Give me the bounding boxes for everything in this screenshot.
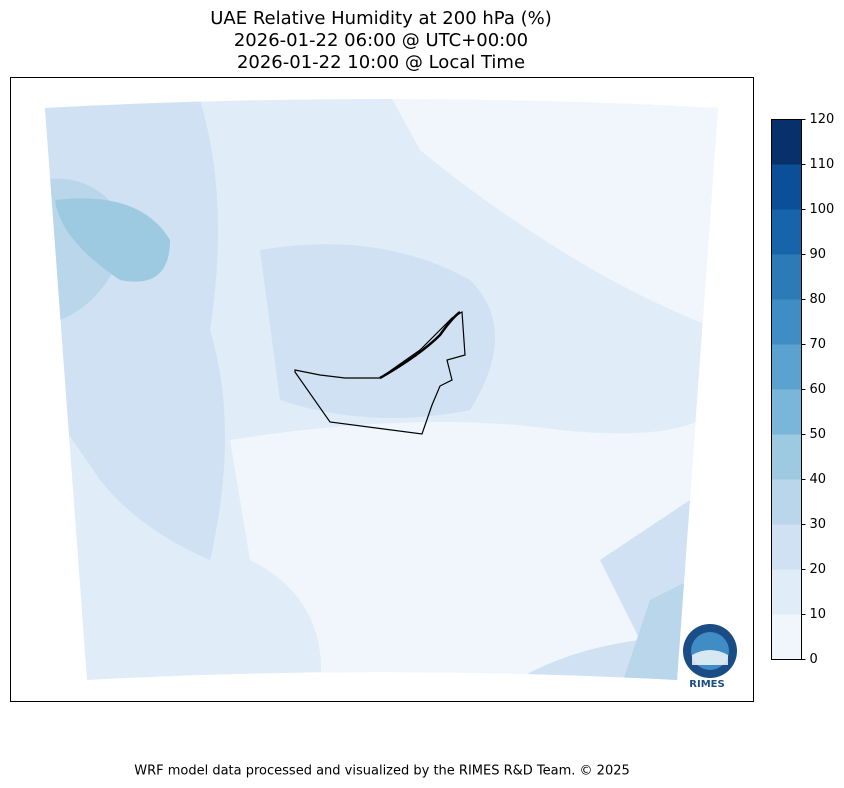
colorbar-segment bbox=[771, 119, 802, 165]
colorbar-tick-label: 50 bbox=[810, 427, 827, 442]
colorbar-tick-label: 40 bbox=[810, 472, 827, 487]
map-frame bbox=[10, 77, 754, 702]
colorbar-tick-label: 120 bbox=[810, 112, 835, 127]
colorbar-segment bbox=[771, 344, 802, 390]
colorbar-segment bbox=[771, 479, 802, 525]
colorbar-tick-label: 0 bbox=[810, 652, 818, 667]
colorbar-segment bbox=[771, 434, 802, 480]
colorbar-segment bbox=[771, 209, 802, 255]
colorbar-tick-label: 80 bbox=[810, 292, 827, 307]
colorbar-tick-label: 30 bbox=[810, 517, 827, 532]
colorbar-segment bbox=[771, 164, 802, 210]
colorbar-tick-label: 100 bbox=[810, 202, 835, 217]
title-line: 2026-01-22 10:00 @ Local Time bbox=[237, 52, 525, 73]
colorbar-segment bbox=[771, 569, 802, 615]
colorbar-tick-label: 90 bbox=[810, 247, 827, 262]
colorbar-tick-label: 70 bbox=[810, 337, 827, 352]
colorbar: 0 10 20 30 40 50 60 70 80 90 100 110 120 bbox=[771, 112, 835, 667]
colorbar-frame bbox=[771, 119, 802, 660]
colorbar-segment bbox=[771, 254, 802, 300]
footer: WRF model data processed and visualized … bbox=[134, 764, 630, 779]
colorbar-segment bbox=[771, 299, 802, 345]
colorbar-segment bbox=[771, 614, 802, 660]
colorbar-tick-label: 110 bbox=[810, 157, 835, 172]
map-field bbox=[45, 99, 718, 680]
colorbar-tick-label: 20 bbox=[810, 562, 827, 577]
colorbar-tick-label: 10 bbox=[810, 607, 827, 622]
colorbar-segment bbox=[771, 389, 802, 435]
colorbar-segment bbox=[771, 524, 802, 570]
title-line: 2026-01-22 06:00 @ UTC+00:00 bbox=[234, 30, 528, 51]
logo: RIMES bbox=[683, 624, 737, 690]
title-line: UAE Relative Humidity at 200 hPa (%) bbox=[210, 8, 551, 29]
logo-text: RIMES bbox=[689, 679, 724, 690]
colorbar-tick-label: 60 bbox=[810, 382, 827, 397]
